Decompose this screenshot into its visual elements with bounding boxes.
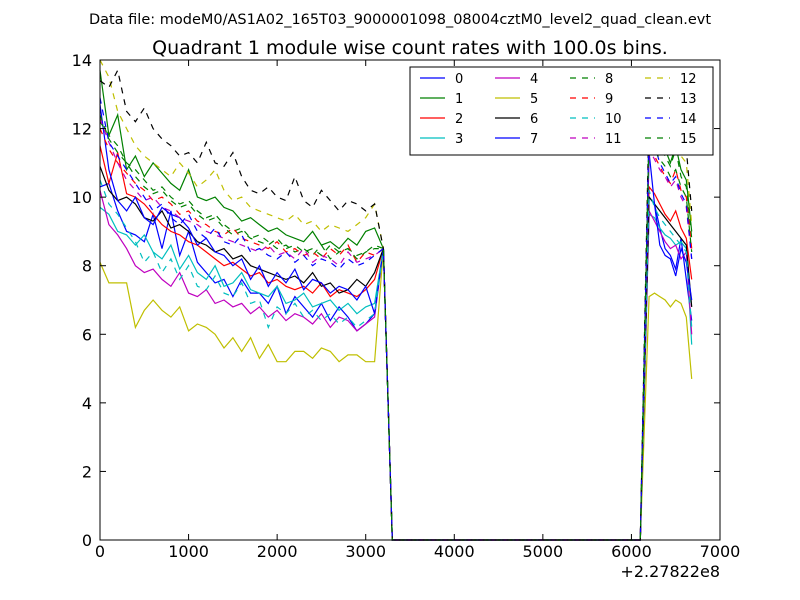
plot-frame <box>99 59 721 541</box>
legend-label: 15 <box>680 132 697 147</box>
legend-label: 6 <box>530 112 538 127</box>
y-tick-label: 6 <box>82 325 92 344</box>
legend-label: 14 <box>680 112 697 127</box>
y-tick-label: 2 <box>82 462 92 481</box>
legend-label: 7 <box>530 132 538 147</box>
legend-label: 13 <box>680 92 697 107</box>
legend-label: 8 <box>605 72 613 87</box>
legend-label: 1 <box>455 92 463 107</box>
x-tick-label: 7000 <box>700 542 741 561</box>
x-tick-label: 6000 <box>611 542 652 561</box>
legend-label: 3 <box>455 132 463 147</box>
x-tick-label: 3000 <box>345 542 386 561</box>
legend-label: 0 <box>455 72 463 87</box>
legend-label: 11 <box>605 132 622 147</box>
legend-box <box>409 66 714 156</box>
chart-title: Quadrant 1 module wise count rates with … <box>152 37 668 59</box>
y-tick-label: 12 <box>72 120 92 139</box>
x-tick-label: 0 <box>95 542 105 561</box>
x-offset-label: +2.27822e8 <box>620 562 720 581</box>
x-tick-label: 5000 <box>522 542 563 561</box>
legend-label: 2 <box>455 112 463 127</box>
y-tick-label: 10 <box>72 188 92 207</box>
legend-label: 5 <box>530 92 538 107</box>
series-line-15 <box>99 114 693 541</box>
x-tick-label: 2000 <box>257 542 298 561</box>
x-tick-label: 4000 <box>434 542 475 561</box>
y-tick-label: 14 <box>72 51 92 70</box>
y-tick-label: 0 <box>82 531 92 550</box>
legend-label: 12 <box>680 72 697 87</box>
legend-label: 10 <box>605 112 622 127</box>
y-tick-label: 4 <box>82 394 92 413</box>
file-label: Data file: modeM0/AS1A02_165T03_90000010… <box>89 12 711 28</box>
x-tick-label: 1000 <box>168 542 209 561</box>
y-tick-label: 8 <box>82 257 92 276</box>
legend-label: 9 <box>605 92 613 107</box>
legend-label: 4 <box>530 72 538 87</box>
